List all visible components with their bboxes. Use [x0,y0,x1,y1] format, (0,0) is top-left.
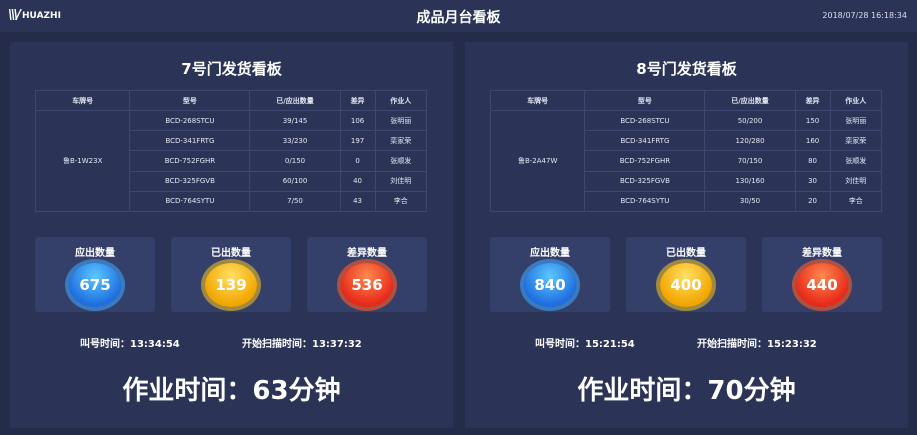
logo: \\\/HUAZHI [8,8,61,23]
table-row: 鲁B-2A47W BCD-268STCU 50/200 150 张明丽 [489,109,883,212]
plate-cell: 鲁B-2A47W [489,110,586,212]
table-cell: 30 [794,170,831,192]
scan-start-time: 开始扫描时间：15:23:32 [697,339,817,350]
table-cell: 张顺发 [829,150,883,172]
count-label: 已出数量 [211,248,251,259]
table-row: BCD-325FGVB 130/160 30 刘佳明 [491,170,883,192]
count-value: 675 [69,263,121,307]
shipment-table: 车牌号 型号 已/应出数量 差异 作业人 鲁B-2A47W BCD-268STCU 50/20… [489,90,883,213]
column-header: 差异 [339,90,376,111]
table-cell: 栾家荣 [829,130,883,152]
shipment-table: 车牌号 型号 已/应出数量 差异 作业人 鲁B-1W23X BCD-268STCU 39/14… [34,90,428,213]
table-row: BCD-764SYTU 7/50 43 李合 [36,190,428,213]
column-header: 已/应出数量 [249,90,341,111]
plate-cell: 鲁B-1W23X [34,110,131,212]
table-cell: BCD-325FGVB [129,170,251,192]
count-card: 差异数量 440 [762,237,882,312]
table-cell: 39/145 [249,109,341,132]
table-cell: 张明丽 [829,109,883,132]
count-value: 840 [524,263,576,307]
logo-icon: \\\/ [8,8,21,23]
panel-title: 7号门发货看板 [181,60,282,78]
table-cell: 李合 [374,190,428,213]
table-cell: 刘佳明 [829,170,883,192]
datetime: 2018/07/28 16:18:34 [822,11,907,20]
call-time: 叫号时间：15:21:54 [535,339,635,350]
table-cell: 张明丽 [374,109,428,132]
table-cell: 7/50 [249,190,341,213]
count-card: 应出数量 675 [35,237,155,312]
count-cards: 应出数量 675 已出数量 139 差异数量 536 [35,237,427,312]
table-cell: 张顺发 [374,150,428,172]
work-time: 作业时间：63分钟 [122,376,341,406]
table-cell: 50/200 [704,109,796,132]
table-cell: 33/230 [249,130,341,152]
table-cell: BCD-325FGVB [584,170,706,192]
table-cell: BCD-752FGHR [129,150,251,172]
table-row: 鲁B-1W23X BCD-268STCU 39/145 106 张明丽 [34,109,428,212]
scan-start-time: 开始扫描时间：13:37:32 [242,339,362,350]
table-cell: BCD-764SYTU [584,190,706,213]
table-row: BCD-341FRTG 33/230 197 栾家荣 [36,130,428,152]
column-header: 作业人 [374,90,428,111]
count-value: 139 [205,263,257,307]
count-label: 已出数量 [666,248,706,259]
call-time: 叫号时间：13:34:54 [80,339,180,350]
count-label: 差异数量 [802,248,842,259]
column-header: 型号 [129,90,251,111]
table-cell: 30/50 [704,190,796,213]
table-cell: 197 [339,130,376,152]
table-cell: 160 [794,130,831,152]
table-cell: 150 [794,109,831,132]
table-cell: BCD-764SYTU [129,190,251,213]
count-label: 应出数量 [75,248,115,259]
table-cell: 0 [339,150,376,172]
door-panel: 7号门发货看板 车牌号 型号 已/应出数量 差异 作业人 鲁B-1W23X BCD-268S… [10,42,453,428]
column-header: 已/应出数量 [704,90,796,111]
table-cell: BCD-341FRTG [584,130,706,152]
table-cell: 0/150 [249,150,341,172]
page-title: 成品月台看板 [416,10,501,26]
count-value: 536 [341,263,393,307]
table-cell: 106 [339,109,376,132]
table-cell: 刘佳明 [374,170,428,192]
column-header: 车牌号 [34,90,131,111]
count-value: 400 [660,263,712,307]
table-cell: 43 [339,190,376,213]
table-cell: BCD-752FGHR [584,150,706,172]
table-cell: 70/150 [704,150,796,172]
table-cell: 120/280 [704,130,796,152]
table-cell: 60/100 [249,170,341,192]
count-label: 应出数量 [530,248,570,259]
logo-text: HUAZHI [22,10,61,21]
count-value: 440 [796,263,848,307]
table-row: BCD-764SYTU 30/50 20 李合 [491,190,883,213]
count-card: 差异数量 536 [307,237,427,312]
column-header: 差异 [794,90,831,111]
table-cell: BCD-268STCU [129,109,251,132]
door-panel: 8号门发货看板 车牌号 型号 已/应出数量 差异 作业人 鲁B-2A47W BCD-268S… [465,42,908,428]
table-cell: 20 [794,190,831,213]
count-cards: 应出数量 840 已出数量 400 差异数量 440 [490,237,882,312]
table-cell: 130/160 [704,170,796,192]
panel-title: 8号门发货看板 [636,60,737,78]
table-cell: 80 [794,150,831,172]
table-row: BCD-752FGHR 70/150 80 张顺发 [491,150,883,172]
table-cell: 李合 [829,190,883,213]
table-cell: 栾家荣 [374,130,428,152]
table-cell: BCD-268STCU [584,109,706,132]
column-header: 车牌号 [489,90,586,111]
column-header: 型号 [584,90,706,111]
work-time: 作业时间：70分钟 [577,376,796,406]
column-header: 作业人 [829,90,883,111]
header: \\\/HUAZHI 成品月台看板 2018/07/28 16:18:34 [0,0,917,32]
table-row: BCD-325FGVB 60/100 40 刘佳明 [36,170,428,192]
table-cell: 40 [339,170,376,192]
count-card: 已出数量 139 [171,237,291,312]
table-cell: BCD-341FRTG [129,130,251,152]
count-label: 差异数量 [347,248,387,259]
count-card: 已出数量 400 [626,237,746,312]
count-card: 应出数量 840 [490,237,610,312]
